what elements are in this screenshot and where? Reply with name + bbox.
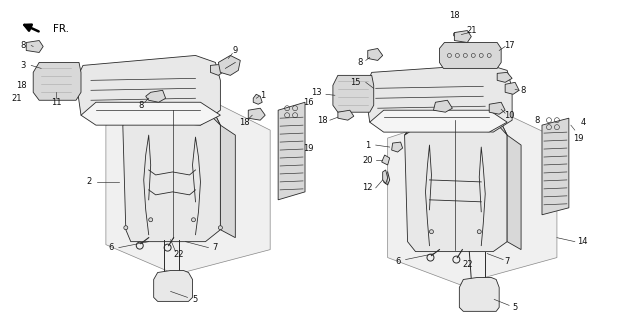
Polygon shape	[497, 72, 512, 82]
Text: 13: 13	[311, 88, 321, 97]
Polygon shape	[383, 170, 387, 184]
Text: 3: 3	[20, 61, 26, 70]
Polygon shape	[459, 277, 499, 311]
Text: 16: 16	[303, 98, 313, 107]
Polygon shape	[81, 102, 220, 125]
Polygon shape	[33, 62, 81, 100]
Text: 10: 10	[504, 111, 514, 120]
Text: 19: 19	[303, 144, 313, 153]
Polygon shape	[26, 41, 43, 52]
Text: 22: 22	[173, 250, 184, 259]
Text: 8: 8	[138, 101, 144, 110]
Text: 21: 21	[11, 94, 22, 103]
Polygon shape	[210, 64, 225, 76]
Text: 14: 14	[578, 237, 588, 246]
Text: 18: 18	[16, 81, 27, 90]
Polygon shape	[123, 105, 220, 242]
Polygon shape	[505, 82, 519, 94]
Text: 8: 8	[534, 116, 540, 125]
Polygon shape	[387, 105, 557, 284]
Polygon shape	[454, 31, 471, 43]
Polygon shape	[220, 125, 235, 238]
Polygon shape	[542, 118, 569, 215]
Text: 19: 19	[574, 133, 584, 143]
Text: 6: 6	[395, 257, 400, 266]
Text: 1: 1	[261, 91, 266, 100]
Text: 7: 7	[504, 257, 510, 266]
Text: 22: 22	[462, 260, 472, 269]
Text: 8: 8	[521, 86, 526, 95]
Circle shape	[477, 230, 481, 234]
Text: FR.: FR.	[53, 24, 69, 34]
Text: 6: 6	[108, 243, 113, 252]
Polygon shape	[405, 115, 507, 135]
Circle shape	[124, 226, 128, 230]
Text: 21: 21	[466, 26, 477, 35]
Text: 2: 2	[86, 177, 92, 187]
Polygon shape	[278, 102, 305, 200]
Text: 18: 18	[449, 11, 460, 20]
Circle shape	[219, 226, 222, 230]
Text: 18: 18	[239, 118, 249, 127]
Text: 7: 7	[213, 243, 218, 252]
Polygon shape	[76, 55, 220, 125]
Polygon shape	[433, 100, 452, 112]
Circle shape	[453, 33, 457, 36]
Polygon shape	[248, 108, 265, 120]
Polygon shape	[145, 90, 166, 102]
Text: 5: 5	[513, 303, 517, 312]
Text: 20: 20	[363, 156, 373, 164]
Text: 9: 9	[233, 46, 238, 55]
Circle shape	[149, 218, 153, 222]
Text: 8: 8	[20, 41, 26, 50]
Polygon shape	[365, 64, 512, 132]
Polygon shape	[338, 110, 354, 120]
Polygon shape	[370, 110, 507, 132]
Text: 17: 17	[504, 41, 514, 50]
Circle shape	[191, 218, 196, 222]
Polygon shape	[106, 95, 270, 275]
Text: 4: 4	[580, 118, 586, 127]
Polygon shape	[154, 270, 193, 301]
Text: 8: 8	[357, 58, 363, 67]
Polygon shape	[333, 76, 374, 112]
Polygon shape	[123, 105, 220, 125]
Polygon shape	[253, 94, 262, 104]
Polygon shape	[219, 55, 240, 76]
Polygon shape	[439, 43, 501, 68]
Text: 12: 12	[363, 183, 373, 192]
Circle shape	[430, 230, 433, 234]
Polygon shape	[405, 115, 507, 252]
Polygon shape	[392, 142, 402, 152]
Text: 15: 15	[350, 78, 361, 87]
Polygon shape	[489, 102, 505, 114]
Text: 18: 18	[317, 116, 327, 125]
Text: 1: 1	[365, 140, 370, 149]
Polygon shape	[507, 135, 521, 250]
Text: 5: 5	[193, 295, 198, 304]
Polygon shape	[368, 49, 383, 60]
Polygon shape	[382, 155, 389, 165]
Text: 11: 11	[51, 98, 61, 107]
